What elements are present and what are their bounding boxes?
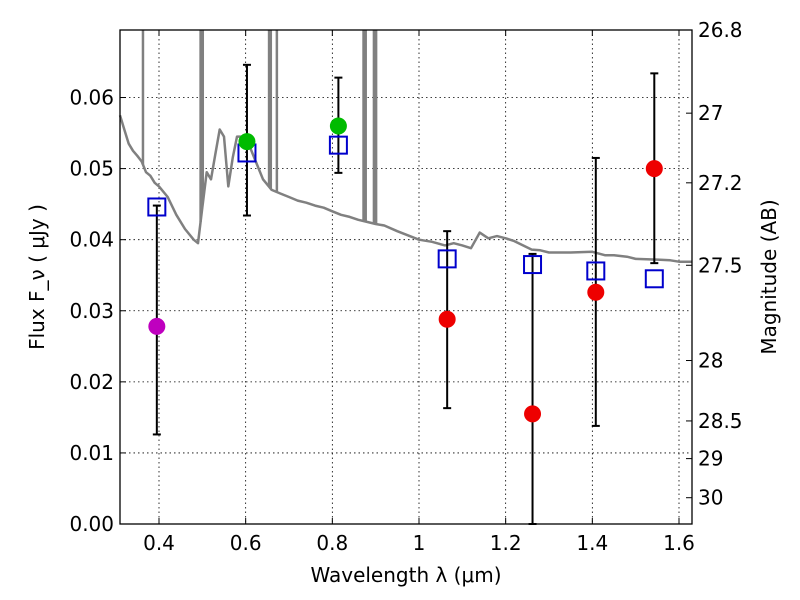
y-tick-label: 0.04 bbox=[69, 228, 114, 252]
model-square bbox=[644, 269, 664, 289]
plot-frame bbox=[119, 29, 693, 525]
right-tick-label: 29 bbox=[698, 447, 723, 471]
observed-point bbox=[524, 405, 542, 423]
y-tick-label: 0.05 bbox=[69, 157, 114, 181]
model-square bbox=[437, 249, 457, 269]
observed-point bbox=[148, 317, 166, 335]
observed-point bbox=[238, 133, 256, 151]
x-tick-label: 0.4 bbox=[143, 531, 175, 555]
x-tick-label: 0.8 bbox=[316, 531, 348, 555]
observed-point bbox=[587, 283, 605, 301]
observed-point bbox=[329, 117, 347, 135]
right-tick-label: 30 bbox=[698, 486, 723, 510]
x-axis-label: Wavelength λ (μm) bbox=[310, 563, 501, 587]
model-square bbox=[147, 197, 167, 217]
model-square bbox=[328, 135, 348, 155]
model-square bbox=[523, 255, 543, 275]
x-tick-label: 1.4 bbox=[576, 531, 608, 555]
y-tick-label: 0.01 bbox=[69, 441, 114, 465]
x-tick-label: 0.6 bbox=[230, 531, 262, 555]
axis-ticks: 0.4 0.6 0.8 1 1.2 1.4 1.6 0.00 0.01 0.02 0.03 0.04 0… bbox=[69, 18, 742, 555]
x-tick-label: 1.2 bbox=[490, 531, 522, 555]
observed-point bbox=[438, 310, 456, 328]
spectrum-line bbox=[118, 114, 692, 263]
y-axis-label: Flux F_ν ( μJy ) bbox=[25, 204, 49, 350]
right-tick-label: 27 bbox=[698, 101, 723, 125]
model-spectrum bbox=[118, 30, 692, 263]
right-tick-label: 28.5 bbox=[698, 409, 743, 433]
error-bars bbox=[152, 63, 659, 525]
right-tick-label: 27.5 bbox=[698, 253, 743, 277]
data-markers bbox=[147, 117, 664, 423]
observed-point bbox=[645, 160, 663, 178]
right-axis-label: Magnitude (AB) bbox=[757, 199, 781, 354]
grid bbox=[120, 30, 692, 525]
right-tick-label: 28 bbox=[698, 349, 723, 373]
right-tick-label: 26.8 bbox=[698, 18, 743, 42]
y-tick-label: 0.03 bbox=[69, 299, 114, 323]
y-tick-label: 0.00 bbox=[69, 512, 114, 536]
model-square bbox=[586, 261, 606, 281]
y-tick-label: 0.02 bbox=[69, 370, 114, 394]
x-tick-label: 1.6 bbox=[663, 531, 695, 555]
right-tick-label: 27.2 bbox=[698, 171, 743, 195]
x-tick-label: 1 bbox=[413, 531, 426, 555]
y-tick-label: 0.06 bbox=[69, 86, 114, 110]
